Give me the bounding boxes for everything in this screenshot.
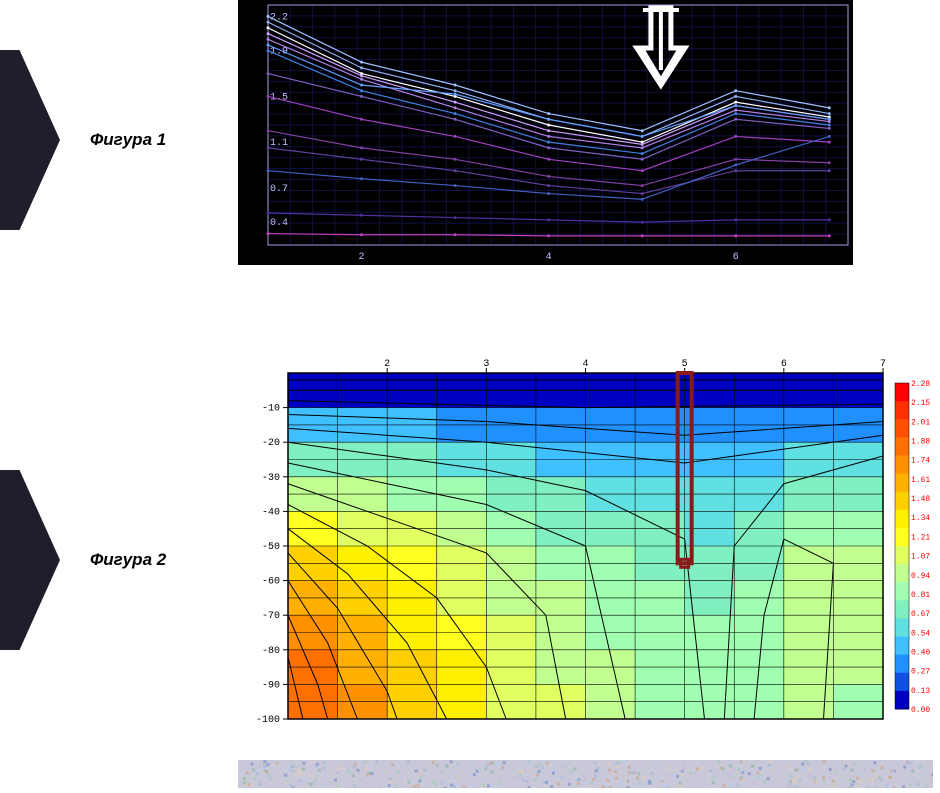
chevron-icon (0, 50, 60, 230)
chevron-icon (0, 470, 60, 650)
svg-text:4: 4 (582, 359, 588, 370)
figure-2-label-group: Фигура 2 (0, 470, 166, 650)
svg-text:-40: -40 (262, 507, 280, 518)
svg-text:0.27: 0.27 (911, 668, 930, 677)
svg-text:-20: -20 (262, 438, 280, 449)
svg-text:-50: -50 (262, 542, 280, 553)
svg-text:0.13: 0.13 (911, 687, 930, 696)
svg-text:-10: -10 (262, 404, 280, 415)
svg-text:-90: -90 (262, 680, 280, 691)
noise-svg (238, 760, 933, 788)
svg-text:7: 7 (880, 359, 886, 370)
svg-text:6: 6 (733, 252, 739, 263)
svg-text:-70: -70 (262, 611, 280, 622)
figure-2-label: Фигура 2 (90, 550, 166, 570)
heatmap-svg: 2 3 4 5 6 7 -10 -20 -30 -40 -50 -60 -70 -80 -90 -100 2.2… (238, 355, 933, 727)
svg-text:1.74: 1.74 (911, 457, 930, 466)
svg-text:0.4: 0.4 (270, 218, 288, 229)
svg-text:5: 5 (682, 359, 688, 370)
svg-text:2: 2 (384, 359, 390, 370)
figure-1-label: Фигура 1 (90, 130, 166, 150)
svg-text:0.67: 0.67 (911, 610, 930, 619)
svg-text:1.34: 1.34 (911, 514, 930, 523)
line-chart: 0.40.71.11.51.92.2246 (238, 0, 853, 265)
svg-text:-100: -100 (256, 715, 280, 726)
line-chart-svg: 0.40.71.11.51.92.2246 (238, 0, 853, 265)
svg-text:0.94: 0.94 (911, 572, 930, 581)
heatmap-chart: 2 3 4 5 6 7 -10 -20 -30 -40 -50 -60 -70 -80 -90 -100 2.2… (238, 355, 933, 727)
svg-text:-80: -80 (262, 646, 280, 657)
svg-text:4: 4 (546, 252, 552, 263)
svg-text:1.21: 1.21 (911, 533, 930, 542)
svg-text:2.01: 2.01 (911, 418, 930, 427)
svg-text:1.1: 1.1 (270, 138, 288, 149)
svg-text:1.61: 1.61 (911, 476, 930, 485)
svg-text:2: 2 (359, 252, 365, 263)
svg-text:0.00: 0.00 (911, 706, 930, 715)
svg-text:3: 3 (483, 359, 489, 370)
svg-text:0.81: 0.81 (911, 591, 930, 600)
svg-text:1.88: 1.88 (911, 438, 930, 447)
svg-text:2.15: 2.15 (911, 399, 930, 408)
svg-text:0.7: 0.7 (270, 184, 288, 195)
svg-text:2.28: 2.28 (911, 380, 930, 389)
svg-text:1.07: 1.07 (911, 553, 930, 562)
svg-text:-60: -60 (262, 577, 280, 588)
svg-text:0.54: 0.54 (911, 629, 930, 638)
svg-text:0.40: 0.40 (911, 648, 930, 657)
svg-text:6: 6 (781, 359, 787, 370)
noise-strip (238, 760, 933, 788)
svg-text:-30: -30 (262, 473, 280, 484)
figure-1-label-group: Фигура 1 (0, 50, 166, 230)
svg-text:1.48: 1.48 (911, 495, 930, 504)
